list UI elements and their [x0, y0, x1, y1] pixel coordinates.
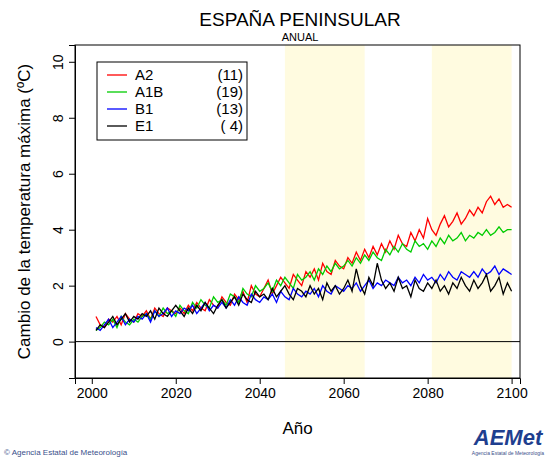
y-tick-mark	[69, 286, 75, 287]
x-tick-label: 2020	[161, 385, 192, 401]
y-tick: 8	[50, 114, 75, 122]
x-tick-label: 2100	[497, 385, 528, 401]
x-tick-mark	[92, 378, 93, 384]
legend-swatch	[107, 108, 127, 109]
legend-count: ( 4)	[221, 117, 244, 134]
plot-area	[75, 45, 520, 378]
y-tick-mark	[69, 118, 75, 119]
x-tick: 2000	[77, 378, 108, 401]
legend-swatch	[107, 74, 127, 75]
title: ESPAÑA PENINSULAR	[199, 9, 400, 30]
y-tick-mark	[69, 230, 75, 231]
y-tick-mark	[69, 174, 75, 175]
legend-item: B1 (13)	[107, 100, 243, 117]
x-tick-mark	[260, 378, 261, 384]
x-tick-label: 2080	[413, 385, 444, 401]
x-axis-title: Año	[282, 419, 312, 438]
x-tick-label: 2060	[329, 385, 360, 401]
series-line	[96, 227, 512, 331]
y-tick: 2	[50, 282, 75, 290]
x-tick-mark	[512, 378, 513, 384]
reference-line	[75, 341, 520, 342]
x-tick: 2040	[245, 378, 276, 401]
x-tick: 2020	[161, 378, 192, 401]
legend-count: (11)	[217, 66, 243, 83]
logo: AEMet	[473, 425, 544, 450]
credit: © Agencia Estatal de Meteorología	[4, 448, 128, 457]
y-tick-mark	[69, 62, 75, 63]
legend-item: A1B (19)	[107, 83, 243, 100]
y-tick-label: 4	[50, 226, 66, 234]
series-line	[96, 263, 512, 330]
x-tick-mark	[428, 378, 429, 384]
legend-label: B1	[135, 100, 153, 117]
series-line	[96, 266, 512, 330]
y-tick-label: 2	[50, 282, 66, 290]
y-tick-label: 8	[50, 114, 66, 122]
y-axis: 0 2 4 6 8 10	[50, 46, 76, 379]
logo-caption: Agencia Estatal de Meteorología	[472, 450, 544, 456]
legend-item: A2 (11)	[107, 66, 243, 83]
x-tick: 2080	[413, 378, 444, 401]
x-tick: 2060	[329, 378, 360, 401]
legend-count: (19)	[216, 83, 243, 100]
y-tick-label: 10	[50, 54, 66, 70]
legend-count: (13)	[216, 100, 243, 117]
y-tick-label: 6	[50, 170, 66, 178]
x-axis-line	[76, 379, 521, 385]
period-band	[285, 45, 365, 378]
legend-label: E1	[135, 117, 153, 134]
x-tick-mark	[176, 378, 177, 384]
x-tick-label: 2040	[245, 385, 276, 401]
period-band	[432, 45, 512, 378]
legend: A2 (11) A1B (19) B1 (13) E1 ( 4)	[97, 62, 247, 140]
chart: 2000 2020 2040 2060 2080 2100 0 2 4 6 8 10 ESPAÑA PE…	[0, 0, 550, 462]
y-axis-line	[69, 46, 76, 379]
x-axis: 2000 2020 2040 2060 2080 2100	[76, 378, 528, 401]
y-tick: 10	[50, 54, 75, 70]
legend-swatch	[107, 125, 127, 126]
plot-frame	[75, 45, 520, 378]
y-tick-mark	[69, 342, 75, 343]
legend-label: A1B	[135, 83, 163, 100]
y-tick: 4	[50, 226, 75, 234]
y-axis-title: Cambio de la temperatura máxima (ºC)	[15, 64, 34, 359]
legend-box	[97, 62, 247, 140]
x-tick-mark	[344, 378, 345, 384]
y-tick-label: 0	[50, 338, 66, 346]
x-tick: 2100	[497, 378, 528, 401]
x-tick-label: 2000	[77, 385, 108, 401]
subtitle: ANUAL	[282, 31, 319, 43]
legend-swatch	[107, 91, 127, 92]
legend-item: E1 ( 4)	[107, 117, 243, 134]
legend-label: A2	[135, 66, 153, 83]
y-tick: 6	[50, 170, 75, 178]
y-tick: 0	[50, 338, 75, 346]
